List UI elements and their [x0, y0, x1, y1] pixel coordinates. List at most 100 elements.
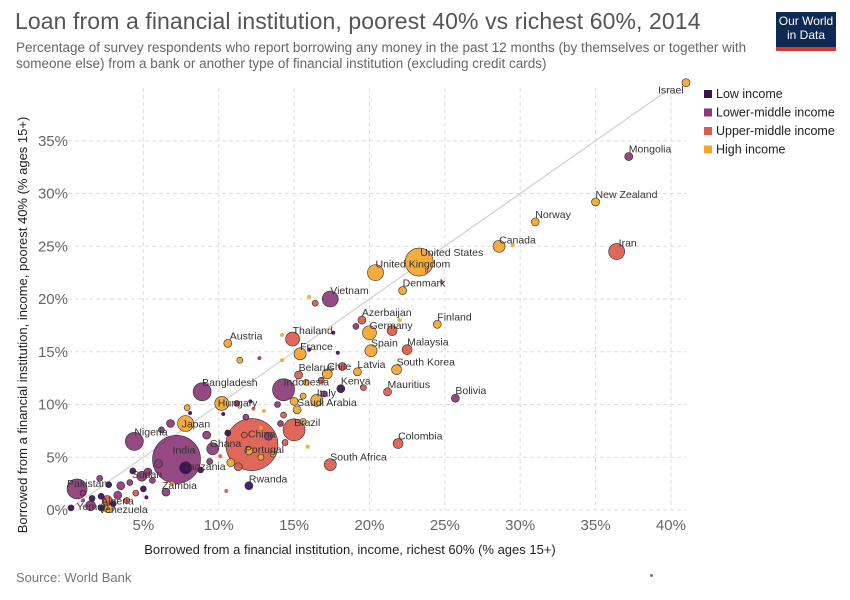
data-point[interactable]: [154, 459, 163, 468]
data-point[interactable]: [126, 479, 134, 486]
data-point[interactable]: [123, 497, 131, 504]
data-point[interactable]: [79, 489, 87, 497]
data-point[interactable]: [338, 362, 347, 371]
data-point[interactable]: [289, 397, 299, 406]
data-point[interactable]: [241, 431, 248, 439]
data-point[interactable]: [234, 462, 243, 472]
data-point[interactable]: [242, 413, 250, 421]
data-point[interactable]: [257, 356, 262, 361]
point-italy[interactable]: [310, 393, 324, 407]
data-point[interactable]: [299, 392, 307, 400]
point-zambia[interactable]: [161, 487, 171, 497]
point-portugal[interactable]: [244, 446, 254, 456]
data-point[interactable]: [302, 379, 310, 386]
point-tanzania[interactable]: [179, 461, 192, 475]
data-point[interactable]: [109, 500, 117, 507]
legend-item-lower-middle-income[interactable]: Lower-middle income: [716, 106, 835, 120]
legend-item-upper-middle-income[interactable]: Upper-middle income: [716, 124, 835, 138]
data-point[interactable]: [439, 280, 444, 285]
our-world-in-data-logo[interactable]: Our World in Data: [776, 12, 836, 51]
point-rwanda[interactable]: [244, 481, 254, 491]
data-point[interactable]: [149, 477, 156, 484]
data-point[interactable]: [281, 439, 289, 446]
point-austria[interactable]: [223, 339, 233, 348]
point-bolivia[interactable]: [451, 393, 460, 403]
data-point[interactable]: [197, 466, 204, 474]
data-point[interactable]: [97, 492, 105, 500]
data-point[interactable]: [67, 504, 75, 512]
data-point[interactable]: [307, 347, 312, 352]
point-mauritius[interactable]: [383, 387, 392, 397]
point-germany[interactable]: [362, 325, 377, 341]
point-azerbaijan[interactable]: [357, 315, 367, 325]
data-point[interactable]: [116, 481, 126, 491]
point-iran[interactable]: [608, 243, 625, 260]
point-denmark[interactable]: [398, 286, 407, 295]
point-algeria[interactable]: [101, 495, 113, 506]
point-finland[interactable]: [432, 320, 442, 329]
data-point[interactable]: [397, 318, 402, 323]
data-point[interactable]: [166, 419, 175, 428]
point-norway[interactable]: [530, 217, 540, 227]
legend-item-high-income[interactable]: High income: [716, 143, 786, 157]
data-point[interactable]: [226, 458, 236, 467]
data-point[interactable]: [224, 429, 232, 437]
data-point[interactable]: [105, 481, 112, 488]
point-ghana[interactable]: [206, 442, 220, 456]
point-belarus[interactable]: [294, 370, 303, 380]
point-vietnam[interactable]: [321, 290, 339, 308]
data-point[interactable]: [335, 350, 340, 355]
data-point[interactable]: [170, 481, 175, 486]
data-point[interactable]: [264, 431, 273, 441]
data-point[interactable]: [331, 330, 336, 335]
data-point[interactable]: [307, 294, 312, 299]
data-point[interactable]: [360, 384, 367, 391]
point-thailand[interactable]: [285, 331, 300, 347]
data-point[interactable]: [188, 410, 193, 415]
point-mongolia[interactable]: [624, 152, 634, 161]
point-israel[interactable]: [681, 78, 691, 88]
data-point[interactable]: [317, 376, 325, 384]
point-chile[interactable]: [321, 368, 333, 380]
point-united-states[interactable]: [404, 247, 434, 277]
point-south-korea[interactable]: [391, 364, 402, 375]
point-new-zealand[interactable]: [591, 197, 600, 207]
data-point[interactable]: [202, 430, 211, 440]
data-point[interactable]: [113, 490, 123, 500]
data-point[interactable]: [386, 325, 398, 336]
point-kenya[interactable]: [336, 384, 346, 393]
point-brazil[interactable]: [282, 418, 306, 442]
data-point[interactable]: [258, 425, 263, 430]
data-point[interactable]: [280, 411, 287, 419]
point-indonesia[interactable]: [272, 378, 295, 402]
point-spain[interactable]: [364, 344, 378, 357]
point-latvia[interactable]: [353, 367, 362, 377]
data-point[interactable]: [97, 504, 105, 512]
point-china[interactable]: [225, 418, 279, 471]
data-point[interactable]: [299, 418, 307, 425]
data-point[interactable]: [144, 495, 149, 500]
data-point[interactable]: [129, 467, 137, 475]
point-japan[interactable]: [177, 415, 194, 432]
data-point[interactable]: [320, 390, 328, 398]
data-point[interactable]: [224, 489, 229, 494]
point-south-africa[interactable]: [323, 458, 337, 471]
data-point[interactable]: [132, 489, 140, 497]
data-point[interactable]: [206, 458, 213, 465]
point-malaysia[interactable]: [401, 344, 413, 355]
data-point[interactable]: [274, 401, 281, 408]
point-saudi-arabia[interactable]: [292, 405, 302, 415]
data-point[interactable]: [248, 399, 253, 404]
data-point[interactable]: [183, 404, 191, 411]
data-point[interactable]: [277, 420, 284, 427]
point-united-kingdom[interactable]: [367, 264, 384, 281]
data-point[interactable]: [221, 411, 226, 416]
data-point[interactable]: [305, 444, 310, 449]
data-point[interactable]: [261, 408, 266, 413]
data-point[interactable]: [81, 498, 86, 503]
point-hungary[interactable]: [214, 396, 230, 411]
data-point[interactable]: [140, 485, 147, 493]
data-point[interactable]: [88, 495, 96, 502]
data-point[interactable]: [96, 475, 103, 482]
data-point[interactable]: [280, 332, 285, 337]
